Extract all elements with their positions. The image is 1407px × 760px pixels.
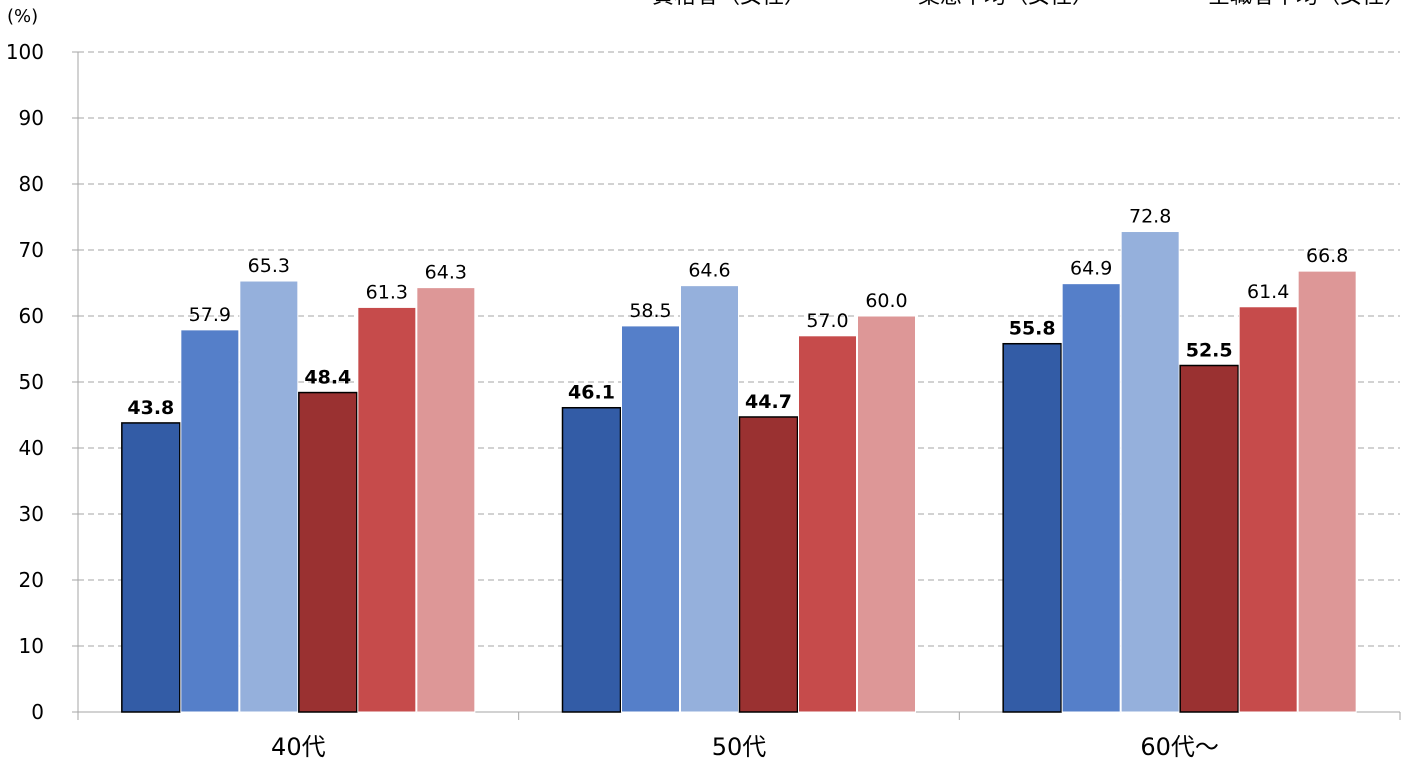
data-label-s2-c1: 64.6 bbox=[688, 260, 730, 282]
y-tick-label-70: 70 bbox=[19, 238, 44, 262]
bar-s2-c1 bbox=[680, 285, 739, 713]
data-label-s4-c1: 57.0 bbox=[806, 310, 848, 332]
bar-s2-c0 bbox=[239, 280, 299, 713]
data-label-s0-c1: 46.1 bbox=[568, 382, 615, 404]
data-label-s0-c0: 43.8 bbox=[127, 397, 174, 419]
data-label-s1-c2: 64.9 bbox=[1070, 258, 1112, 280]
y-axis-unit: (%) bbox=[7, 6, 39, 27]
data-label-s5-c0: 64.3 bbox=[425, 262, 467, 284]
data-label-s3-c0: 48.4 bbox=[304, 367, 351, 389]
y-tick-label-80: 80 bbox=[19, 172, 44, 196]
bar-s5-c1 bbox=[857, 315, 916, 713]
bar-s5-c0 bbox=[416, 287, 476, 713]
data-labels: 43.8 46.1 55.8 57.9 58.5 64.9 65.3 64.6 72.8 48.4… bbox=[127, 206, 1348, 419]
bar-s3-c2 bbox=[1179, 364, 1239, 713]
legend-label-1: 資格者（女性） bbox=[652, 0, 806, 10]
legend-label-2: 業態平均（女性） bbox=[918, 0, 1094, 10]
bar-s1-c1 bbox=[621, 325, 680, 713]
y-tick-label-50: 50 bbox=[19, 370, 44, 394]
bar-s4-c1 bbox=[798, 335, 857, 713]
y-tick-label-60: 60 bbox=[19, 304, 44, 328]
legend: 資格者（女性） 業態平均（女性） 全職者平均（女性） bbox=[0, 0, 1407, 10]
bar-s0-c0 bbox=[121, 422, 181, 713]
axes: 0 10 20 30 40 50 60 70 80 90 100 40代 50代 60代～ bbox=[6, 40, 1401, 760]
legend-label-3: 全職者平均（女性） bbox=[1208, 0, 1406, 10]
data-label-s4-c0: 61.3 bbox=[366, 281, 408, 303]
bar-s3-c0 bbox=[298, 391, 358, 713]
bar-s0-c1 bbox=[561, 406, 622, 713]
x-tick-label-0: 40代 bbox=[271, 733, 326, 760]
y-tick-label-90: 90 bbox=[19, 106, 44, 130]
x-tick-label-2: 60代～ bbox=[1140, 733, 1219, 760]
x-tick-label-1: 50代 bbox=[712, 733, 767, 760]
y-tick-label-30: 30 bbox=[19, 502, 44, 526]
bar-s1-c2 bbox=[1061, 283, 1121, 713]
bar-s5-c2 bbox=[1297, 270, 1357, 713]
bar-s1-c0 bbox=[180, 329, 240, 713]
bar-s3-c1 bbox=[738, 416, 799, 713]
y-tick-label-100: 100 bbox=[6, 40, 44, 64]
data-label-s4-c2: 61.4 bbox=[1247, 281, 1289, 303]
data-label-s0-c2: 55.8 bbox=[1009, 318, 1056, 340]
data-label-s2-c0: 65.3 bbox=[248, 255, 290, 277]
data-label-s1-c0: 57.9 bbox=[189, 304, 231, 326]
bars bbox=[121, 231, 1357, 713]
data-label-s1-c1: 58.5 bbox=[629, 300, 671, 322]
data-label-s5-c1: 60.0 bbox=[865, 290, 907, 312]
y-tick-label-40: 40 bbox=[19, 436, 44, 460]
y-tick-label-10: 10 bbox=[19, 634, 44, 658]
y-tick-label-0: 0 bbox=[31, 700, 44, 724]
y-tick-label-20: 20 bbox=[19, 568, 44, 592]
bar-s4-c2 bbox=[1238, 306, 1298, 713]
bar-s0-c2 bbox=[1002, 342, 1062, 713]
data-label-s2-c2: 72.8 bbox=[1129, 206, 1171, 228]
bar-s4-c0 bbox=[357, 306, 417, 713]
data-label-s3-c2: 52.5 bbox=[1186, 340, 1233, 362]
data-label-s3-c1: 44.7 bbox=[745, 391, 792, 413]
bar-s2-c2 bbox=[1120, 231, 1180, 713]
data-label-s5-c2: 66.8 bbox=[1306, 245, 1348, 267]
